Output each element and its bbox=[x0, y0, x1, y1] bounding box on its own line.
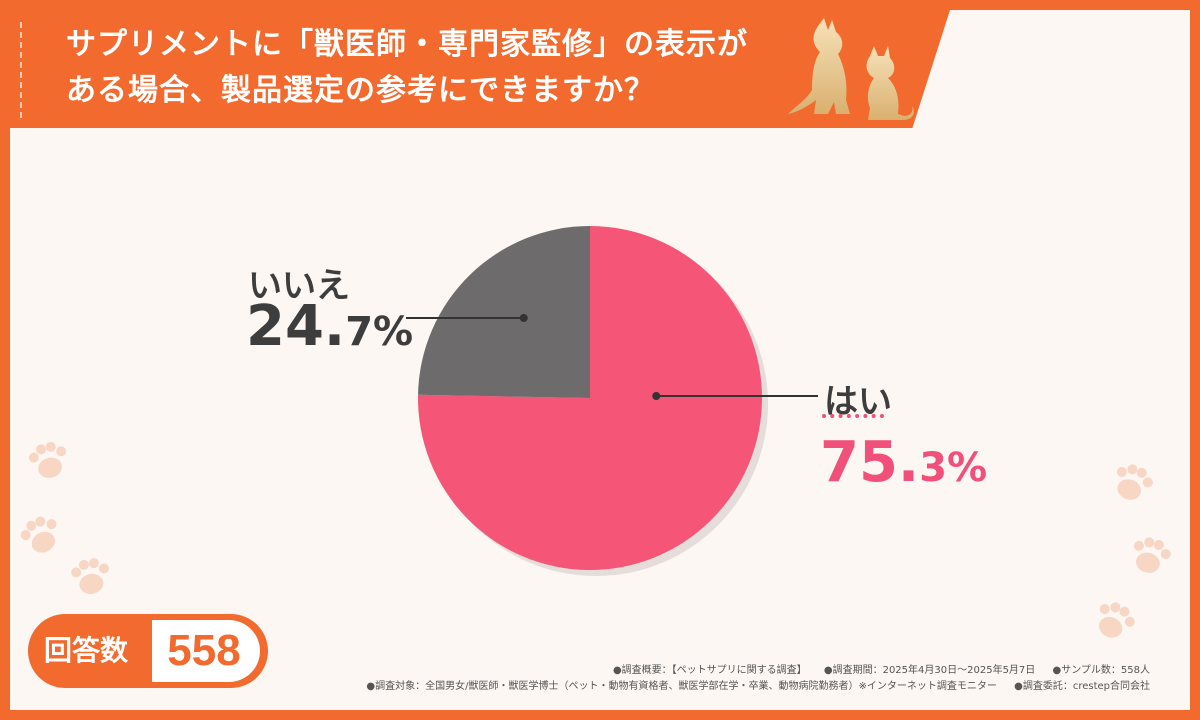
slice-value-no: 24.7% bbox=[246, 294, 413, 359]
title-banner: サプリメントに「獣医師・専門家監修」の表示が ある場合、製品選定の参考にできます… bbox=[10, 10, 950, 128]
title-line-1: サプリメントに「獣医師・専門家監修」の表示が bbox=[66, 27, 748, 62]
background-paws bbox=[20, 441, 1171, 638]
sample-count-box: 558 bbox=[152, 620, 260, 682]
survey-overview: ●調査概要：【ペットサプリに関する調査】 bbox=[612, 665, 807, 676]
paw-print-icon bbox=[20, 516, 57, 553]
dog-cat-silhouette-icon bbox=[788, 18, 914, 120]
paw-print-icon bbox=[1098, 602, 1135, 638]
paw-print-icon bbox=[1116, 464, 1153, 500]
survey-footer: ●調査概要：【ペットサプリに関する調査】 ●調査期間：2025年4月30日～20… bbox=[352, 663, 1150, 695]
slice-label-yes-underline bbox=[822, 414, 884, 418]
leader-line-yes-dot bbox=[652, 392, 661, 400]
slice-value-yes-main: 75. bbox=[820, 430, 920, 495]
sample-count-value: 558 bbox=[167, 626, 241, 675]
footer-row-2: ●調査対象：全国男女/獣医師・獣医学博士（ペット・動物有資格者、獣医学部在学・卒… bbox=[352, 679, 1150, 695]
leader-line-no-dot bbox=[519, 314, 528, 322]
slice-value-no-rest: 7% bbox=[345, 309, 414, 355]
pie-chart bbox=[406, 226, 818, 576]
survey-period: ●調査期間：2025年4月30日～2025年5月7日 bbox=[823, 665, 1036, 676]
slice-value-yes: 75.3% bbox=[820, 430, 987, 495]
slice-value-no-main: 24. bbox=[246, 294, 346, 359]
sample-count-label: 回答数 bbox=[44, 634, 129, 667]
infographic-frame: サプリメントに「獣医師・専門家監修」の表示が ある場合、製品選定の参考にできます… bbox=[10, 10, 1190, 710]
survey-target: ●調査対象：全国男女/獣医師・獣医学博士（ペット・動物有資格者、獣医学部在学・卒… bbox=[366, 681, 997, 692]
footer-row-1: ●調査概要：【ペットサプリに関する調査】 ●調査期間：2025年4月30日～20… bbox=[352, 663, 1150, 679]
slice-label-no: いいえ bbox=[248, 266, 350, 306]
paw-print-icon bbox=[1133, 537, 1171, 573]
slice-value-yes-rest: 3% bbox=[919, 445, 988, 491]
sample-count-badge: 回答数 558 bbox=[28, 614, 268, 688]
page-title: サプリメントに「獣医師・専門家監修」の表示が ある場合、製品選定の参考にできます… bbox=[66, 22, 786, 114]
survey-sample-size: ●サンプル数：558人 bbox=[1052, 665, 1150, 676]
title-line-2: ある場合、製品選定の参考にできますか？ bbox=[66, 73, 655, 108]
paw-print-icon bbox=[71, 558, 109, 594]
paw-print-icon bbox=[28, 441, 67, 478]
pie-slice-no bbox=[418, 226, 590, 398]
survey-commission: ●調査委託：crestep合同会社 bbox=[1014, 681, 1150, 692]
title-dashed-line bbox=[20, 22, 22, 118]
